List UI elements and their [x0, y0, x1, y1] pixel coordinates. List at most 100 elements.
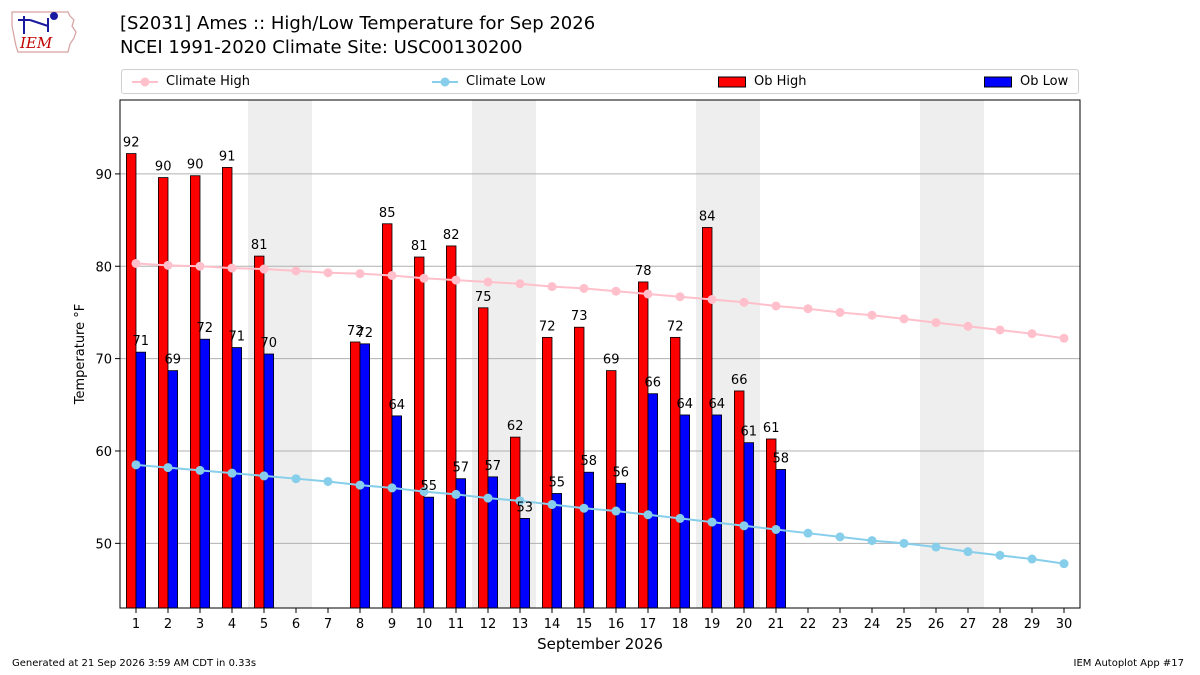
- ob-high-bar: [126, 153, 137, 609]
- legend-item-ob-high: Ob High: [718, 70, 807, 93]
- x-tick-label: 27: [960, 617, 977, 632]
- ob-high-bar: [381, 223, 393, 609]
- legend-item-climate-low: Climate Low: [432, 70, 546, 93]
- climate-high-point: [419, 273, 429, 283]
- climate-low-point: [259, 471, 269, 481]
- ob-low-bar: [711, 414, 723, 609]
- climate-high-point: [483, 277, 493, 287]
- climate-high-point: [547, 282, 557, 292]
- ob-low-label: 53: [517, 500, 534, 515]
- ob-high-bar: [734, 390, 745, 609]
- climate-high-point: [323, 268, 333, 278]
- legend-label-climate-low: Climate Low: [466, 74, 546, 89]
- climate-low-point: [387, 483, 397, 493]
- climate-low-point: [931, 542, 941, 552]
- climate-high-point: [899, 314, 909, 324]
- climate-high-point: [291, 266, 301, 276]
- ob-low-label: 58: [773, 451, 790, 466]
- climate-low-point: [355, 480, 365, 490]
- climate-high-line: [135, 262, 1065, 340]
- ob-high-label: 72: [539, 319, 556, 334]
- ob-low-bar: [167, 370, 179, 609]
- climate-low-point: [195, 465, 205, 475]
- x-tick-label: 21: [768, 617, 785, 632]
- ob-low-label: 57: [453, 461, 470, 476]
- climate-high-point: [1059, 333, 1069, 343]
- climate-low-point: [675, 513, 685, 523]
- ob-low-bar: [519, 518, 531, 609]
- climate-high-point: [515, 279, 525, 289]
- legend-swatch-ob-low: [984, 76, 1012, 87]
- climate-high-point: [195, 261, 205, 271]
- climate-low-point: [451, 489, 461, 499]
- climate-low-point: [227, 468, 237, 478]
- climate-low-point: [963, 547, 973, 557]
- ob-low-label: 56: [613, 465, 630, 480]
- ob-low-label: 64: [709, 397, 726, 412]
- ob-low-label: 72: [197, 321, 214, 336]
- x-tick-label: 5: [260, 617, 268, 632]
- x-tick-label: 29: [1024, 617, 1041, 632]
- x-tick-label: 15: [576, 617, 593, 632]
- ob-high-label: 61: [763, 421, 780, 436]
- ob-high-bar: [221, 167, 233, 609]
- ob-low-label: 72: [357, 326, 374, 341]
- ob-high-bar: [509, 436, 521, 609]
- climate-high-point: [771, 301, 781, 311]
- app-note: IEM Autoplot App #17: [1073, 658, 1184, 669]
- ob-high-bar: [349, 341, 361, 609]
- weekend-shade: [952, 100, 984, 608]
- ob-high-label: 72: [667, 319, 684, 334]
- ob-high-bar: [189, 175, 201, 609]
- climate-high-point: [835, 307, 845, 317]
- ob-low-label: 66: [645, 376, 662, 391]
- climate-low-line: [135, 463, 1065, 565]
- x-tick-label: 2: [164, 617, 172, 632]
- x-tick-label: 28: [992, 617, 1009, 632]
- x-tick-label: 13: [512, 617, 529, 632]
- x-tick-label: 9: [388, 617, 396, 632]
- climate-low-point: [995, 550, 1005, 560]
- x-tick-label: 12: [480, 617, 497, 632]
- ob-low-bar: [775, 469, 787, 609]
- ob-low-label: 57: [485, 459, 502, 474]
- ob-high-bar: [638, 281, 649, 609]
- ob-low-label: 71: [133, 334, 150, 349]
- climate-low-point: [899, 538, 909, 548]
- climate-low-point: [643, 510, 653, 520]
- ob-high-label: 62: [507, 419, 524, 434]
- ob-low-label: 71: [229, 330, 246, 345]
- ob-high-label: 91: [219, 149, 236, 164]
- climate-high-point: [355, 269, 365, 279]
- x-tick-label: 14: [544, 617, 561, 632]
- ob-high-label: 82: [443, 228, 460, 243]
- ob-high-bar: [253, 255, 265, 609]
- legend-swatch-ob-high: [718, 76, 746, 87]
- x-tick-label: 3: [196, 617, 204, 632]
- legend-label-ob-high: Ob High: [754, 74, 807, 89]
- ob-high-label: 78: [635, 264, 652, 279]
- x-tick-label: 4: [228, 617, 236, 632]
- chart-title: [S2031] Ames :: High/Low Temperature for…: [120, 12, 595, 60]
- x-tick-label: 25: [896, 617, 913, 632]
- x-axis-label: September 2026: [537, 635, 663, 653]
- climate-high-point: [259, 264, 269, 274]
- climate-high-point: [675, 292, 685, 302]
- ob-low-label: 55: [421, 479, 438, 494]
- ob-high-bar: [606, 370, 617, 609]
- climate-high-point: [387, 270, 397, 280]
- ob-low-label: 69: [165, 353, 182, 368]
- climate-low-point: [1059, 559, 1069, 569]
- weekend-shade: [280, 100, 312, 608]
- x-tick-label: 16: [608, 617, 625, 632]
- title-line-1: [S2031] Ames :: High/Low Temperature for…: [120, 13, 596, 34]
- ob-high-label: 81: [251, 238, 268, 253]
- x-tick-label: 30: [1056, 617, 1073, 632]
- climate-low-point: [803, 528, 813, 538]
- x-tick-label: 17: [640, 617, 657, 632]
- generated-note: Generated at 21 Sep 2026 3:59 AM CDT in …: [12, 658, 257, 669]
- climate-low-point: [419, 487, 429, 497]
- ob-low-label: 64: [389, 398, 406, 413]
- ob-high-bar: [702, 227, 713, 609]
